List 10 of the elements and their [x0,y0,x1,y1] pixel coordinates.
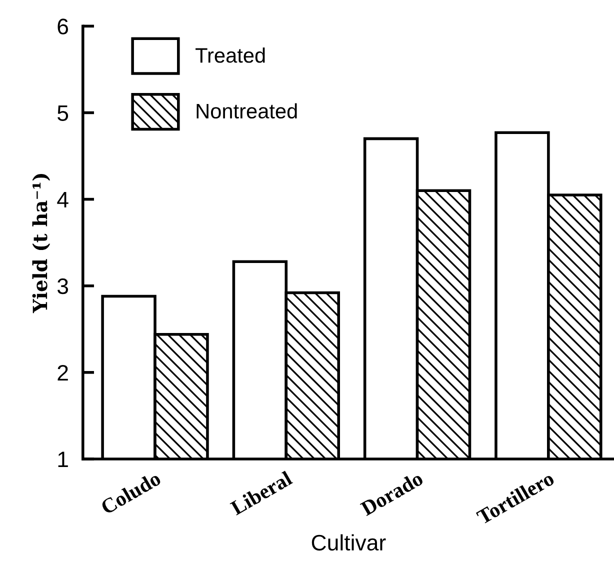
legend-label: Treated [196,48,265,63]
y-tick-label: 6 [58,18,68,34]
y-axis-title: Yield (t ha⁻¹) [32,174,50,314]
y-tick-label: 2 [58,364,68,380]
y-tick-label: 5 [58,105,68,121]
x-axis-title: Cultivar [312,534,386,551]
y-tick-label: 1 [58,452,68,468]
y-tick-label: 3 [57,278,68,294]
y-tick-label: 4 [57,192,68,208]
legend-label: Nontreated [196,103,297,119]
